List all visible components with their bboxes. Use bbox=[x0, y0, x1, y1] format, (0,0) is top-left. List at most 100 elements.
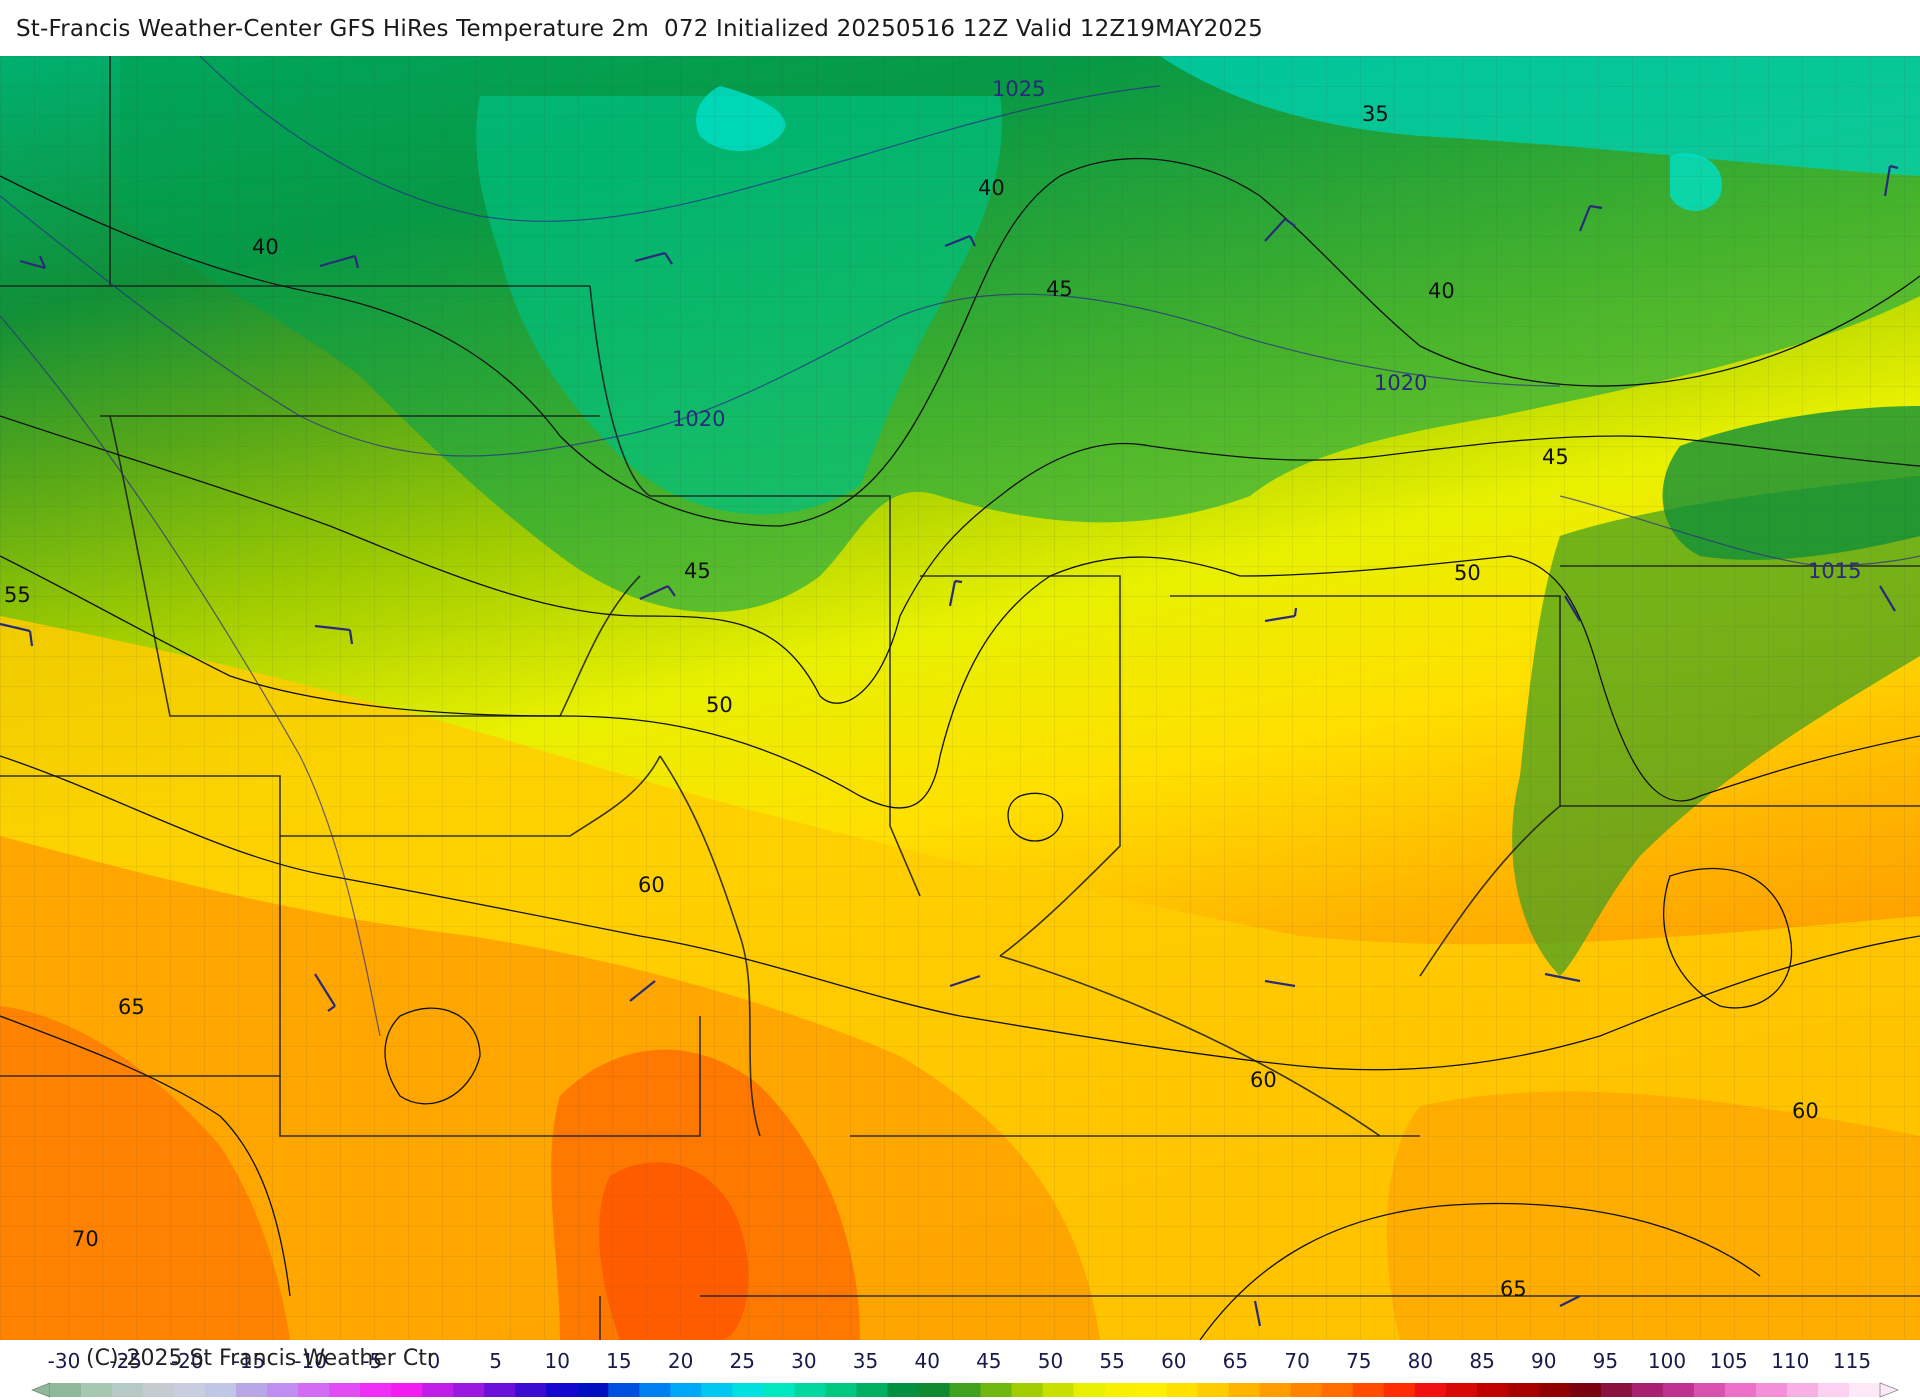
colorbar-swatch bbox=[112, 1383, 144, 1397]
colorbar-swatch bbox=[1011, 1383, 1044, 1397]
colorbar-swatch bbox=[484, 1383, 516, 1397]
contour-label-65: 65 bbox=[1500, 1277, 1527, 1301]
colorbar-swatch bbox=[1073, 1383, 1106, 1397]
colorbar-swatch bbox=[794, 1383, 826, 1397]
colorbar-swatch bbox=[298, 1383, 330, 1397]
colorbar-arrow-left bbox=[31, 1382, 51, 1398]
colorbar-tick-label: 110 bbox=[1771, 1349, 1809, 1373]
colorbar-swatch bbox=[980, 1383, 1013, 1397]
colorbar-tick-label: -10 bbox=[294, 1349, 327, 1373]
colorbar-swatch bbox=[1631, 1383, 1664, 1397]
contour-label-45: 45 bbox=[1046, 277, 1073, 301]
colorbar-swatch bbox=[515, 1383, 547, 1397]
colorbar-swatch bbox=[1197, 1383, 1230, 1397]
colorbar-swatch bbox=[701, 1383, 733, 1397]
colorbar-swatch bbox=[81, 1383, 113, 1397]
colorbar-swatch bbox=[1786, 1383, 1819, 1397]
contour-label-45: 45 bbox=[1542, 445, 1569, 469]
colorbar-swatch bbox=[546, 1383, 578, 1397]
colorbar-swatches bbox=[31, 1382, 1899, 1398]
contour-label-55: 55 bbox=[4, 583, 31, 607]
colorbar-tick-label: -30 bbox=[48, 1349, 81, 1373]
isobar-label-1020: 1020 bbox=[1374, 371, 1427, 395]
colorbar-swatch bbox=[1166, 1383, 1199, 1397]
contour-label-45: 45 bbox=[684, 559, 711, 583]
contour-label-40: 40 bbox=[1428, 279, 1455, 303]
colorbar-swatch bbox=[1507, 1383, 1540, 1397]
colorbar-swatch bbox=[50, 1383, 82, 1397]
colorbar-tick-label: 65 bbox=[1223, 1349, 1248, 1373]
colorbar-swatch bbox=[1445, 1383, 1478, 1397]
colorbar-swatch bbox=[856, 1383, 888, 1397]
contour-label-60: 60 bbox=[1792, 1099, 1819, 1123]
colorbar-swatch bbox=[918, 1383, 950, 1397]
colorbar-swatch bbox=[453, 1383, 485, 1397]
colorbar-swatch bbox=[205, 1383, 237, 1397]
temperature-map[interactable]: 35 40 40 40 45 45 45 50 50 55 60 60 60 6… bbox=[0, 56, 1920, 1340]
colorbar-tick-label: 40 bbox=[914, 1349, 939, 1373]
colorbar-tick-label: 55 bbox=[1099, 1349, 1124, 1373]
contour-label-50: 50 bbox=[706, 693, 733, 717]
colorbar-tick-label: -5 bbox=[362, 1349, 382, 1373]
colorbar-swatch bbox=[1352, 1383, 1385, 1397]
colorbar-swatch bbox=[1693, 1383, 1726, 1397]
colorbar-swatch bbox=[236, 1383, 268, 1397]
colorbar-swatch bbox=[732, 1383, 764, 1397]
colorbar-swatch bbox=[391, 1383, 423, 1397]
colorbar-swatch bbox=[1848, 1383, 1881, 1397]
colorbar-arrow-right bbox=[1879, 1382, 1899, 1398]
colorbar-swatch bbox=[1135, 1383, 1168, 1397]
colorbar-swatch bbox=[639, 1383, 671, 1397]
colorbar-swatch bbox=[1414, 1383, 1447, 1397]
colorbar-tick-label: 100 bbox=[1648, 1349, 1686, 1373]
colorbar-tick-label: 5 bbox=[489, 1349, 502, 1373]
colorbar-tick-label: -20 bbox=[171, 1349, 204, 1373]
colorbar-tick-label: 75 bbox=[1346, 1349, 1371, 1373]
colorbar-tick-label: -15 bbox=[233, 1349, 266, 1373]
colorbar-swatch bbox=[1538, 1383, 1571, 1397]
wind-barbs bbox=[0, 164, 1899, 1327]
colorbar-swatch bbox=[1817, 1383, 1850, 1397]
colorbar-swatch bbox=[763, 1383, 795, 1397]
pressure-isobars bbox=[0, 56, 1920, 1037]
contour-label-50: 50 bbox=[1454, 561, 1481, 585]
isobar-label-1025: 1025 bbox=[992, 77, 1045, 101]
colorbar-swatch bbox=[1383, 1383, 1416, 1397]
colorbar-swatch bbox=[1662, 1383, 1695, 1397]
colorbar-tick-label: 115 bbox=[1833, 1349, 1871, 1373]
contour-label-65: 65 bbox=[118, 995, 145, 1019]
colorbar-tick-label: 0 bbox=[428, 1349, 441, 1373]
colorbar-swatch bbox=[1042, 1383, 1075, 1397]
isobar-label-1020: 1020 bbox=[672, 407, 725, 431]
colorbar-tick-label: 90 bbox=[1531, 1349, 1556, 1373]
colorbar-tick-label: 95 bbox=[1593, 1349, 1618, 1373]
copyright-text: (C)-2025 St Francis Weather Ctr bbox=[86, 1346, 437, 1371]
contour-label-35: 35 bbox=[1362, 102, 1389, 126]
contour-label-60: 60 bbox=[1250, 1068, 1277, 1092]
map-title: St-Francis Weather-Center GFS HiRes Temp… bbox=[16, 16, 1263, 42]
colorbar-swatch bbox=[329, 1383, 361, 1397]
colorbar-swatch bbox=[1569, 1383, 1602, 1397]
colorbar-swatch bbox=[143, 1383, 175, 1397]
temperature-colorbar: -30 -25 -20 -15 -10 -5 0 5 10 15 20 25 30 35 40 45 50 55 6… bbox=[31, 1346, 1899, 1398]
colorbar-swatch bbox=[267, 1383, 299, 1397]
county-boundaries bbox=[0, 56, 1920, 1340]
temperature-contours bbox=[0, 157, 1920, 1340]
colorbar-tick-label: 10 bbox=[544, 1349, 569, 1373]
colorbar-swatch bbox=[1600, 1383, 1633, 1397]
colorbar-swatch bbox=[360, 1383, 392, 1397]
colorbar-tick-label: 85 bbox=[1469, 1349, 1494, 1373]
colorbar-swatch bbox=[174, 1383, 206, 1397]
colorbar-tick-label: 15 bbox=[606, 1349, 631, 1373]
colorbar-tick-label: 45 bbox=[976, 1349, 1001, 1373]
colorbar-swatch bbox=[670, 1383, 702, 1397]
colorbar-tick-labels: -30 -25 -20 -15 -10 -5 0 5 10 15 20 25 30 35 40 45 50 55 6… bbox=[48, 1349, 1871, 1373]
colorbar-tick-label: 60 bbox=[1161, 1349, 1186, 1373]
colorbar-tick-label: 20 bbox=[668, 1349, 693, 1373]
colorbar-tick-label: 35 bbox=[853, 1349, 878, 1373]
isobar-label-1015: 1015 bbox=[1808, 559, 1861, 583]
contour-label-40: 40 bbox=[978, 176, 1005, 200]
colorbar-swatch bbox=[887, 1383, 919, 1397]
colorbar-swatch bbox=[1321, 1383, 1354, 1397]
contour-label-60: 60 bbox=[638, 873, 665, 897]
